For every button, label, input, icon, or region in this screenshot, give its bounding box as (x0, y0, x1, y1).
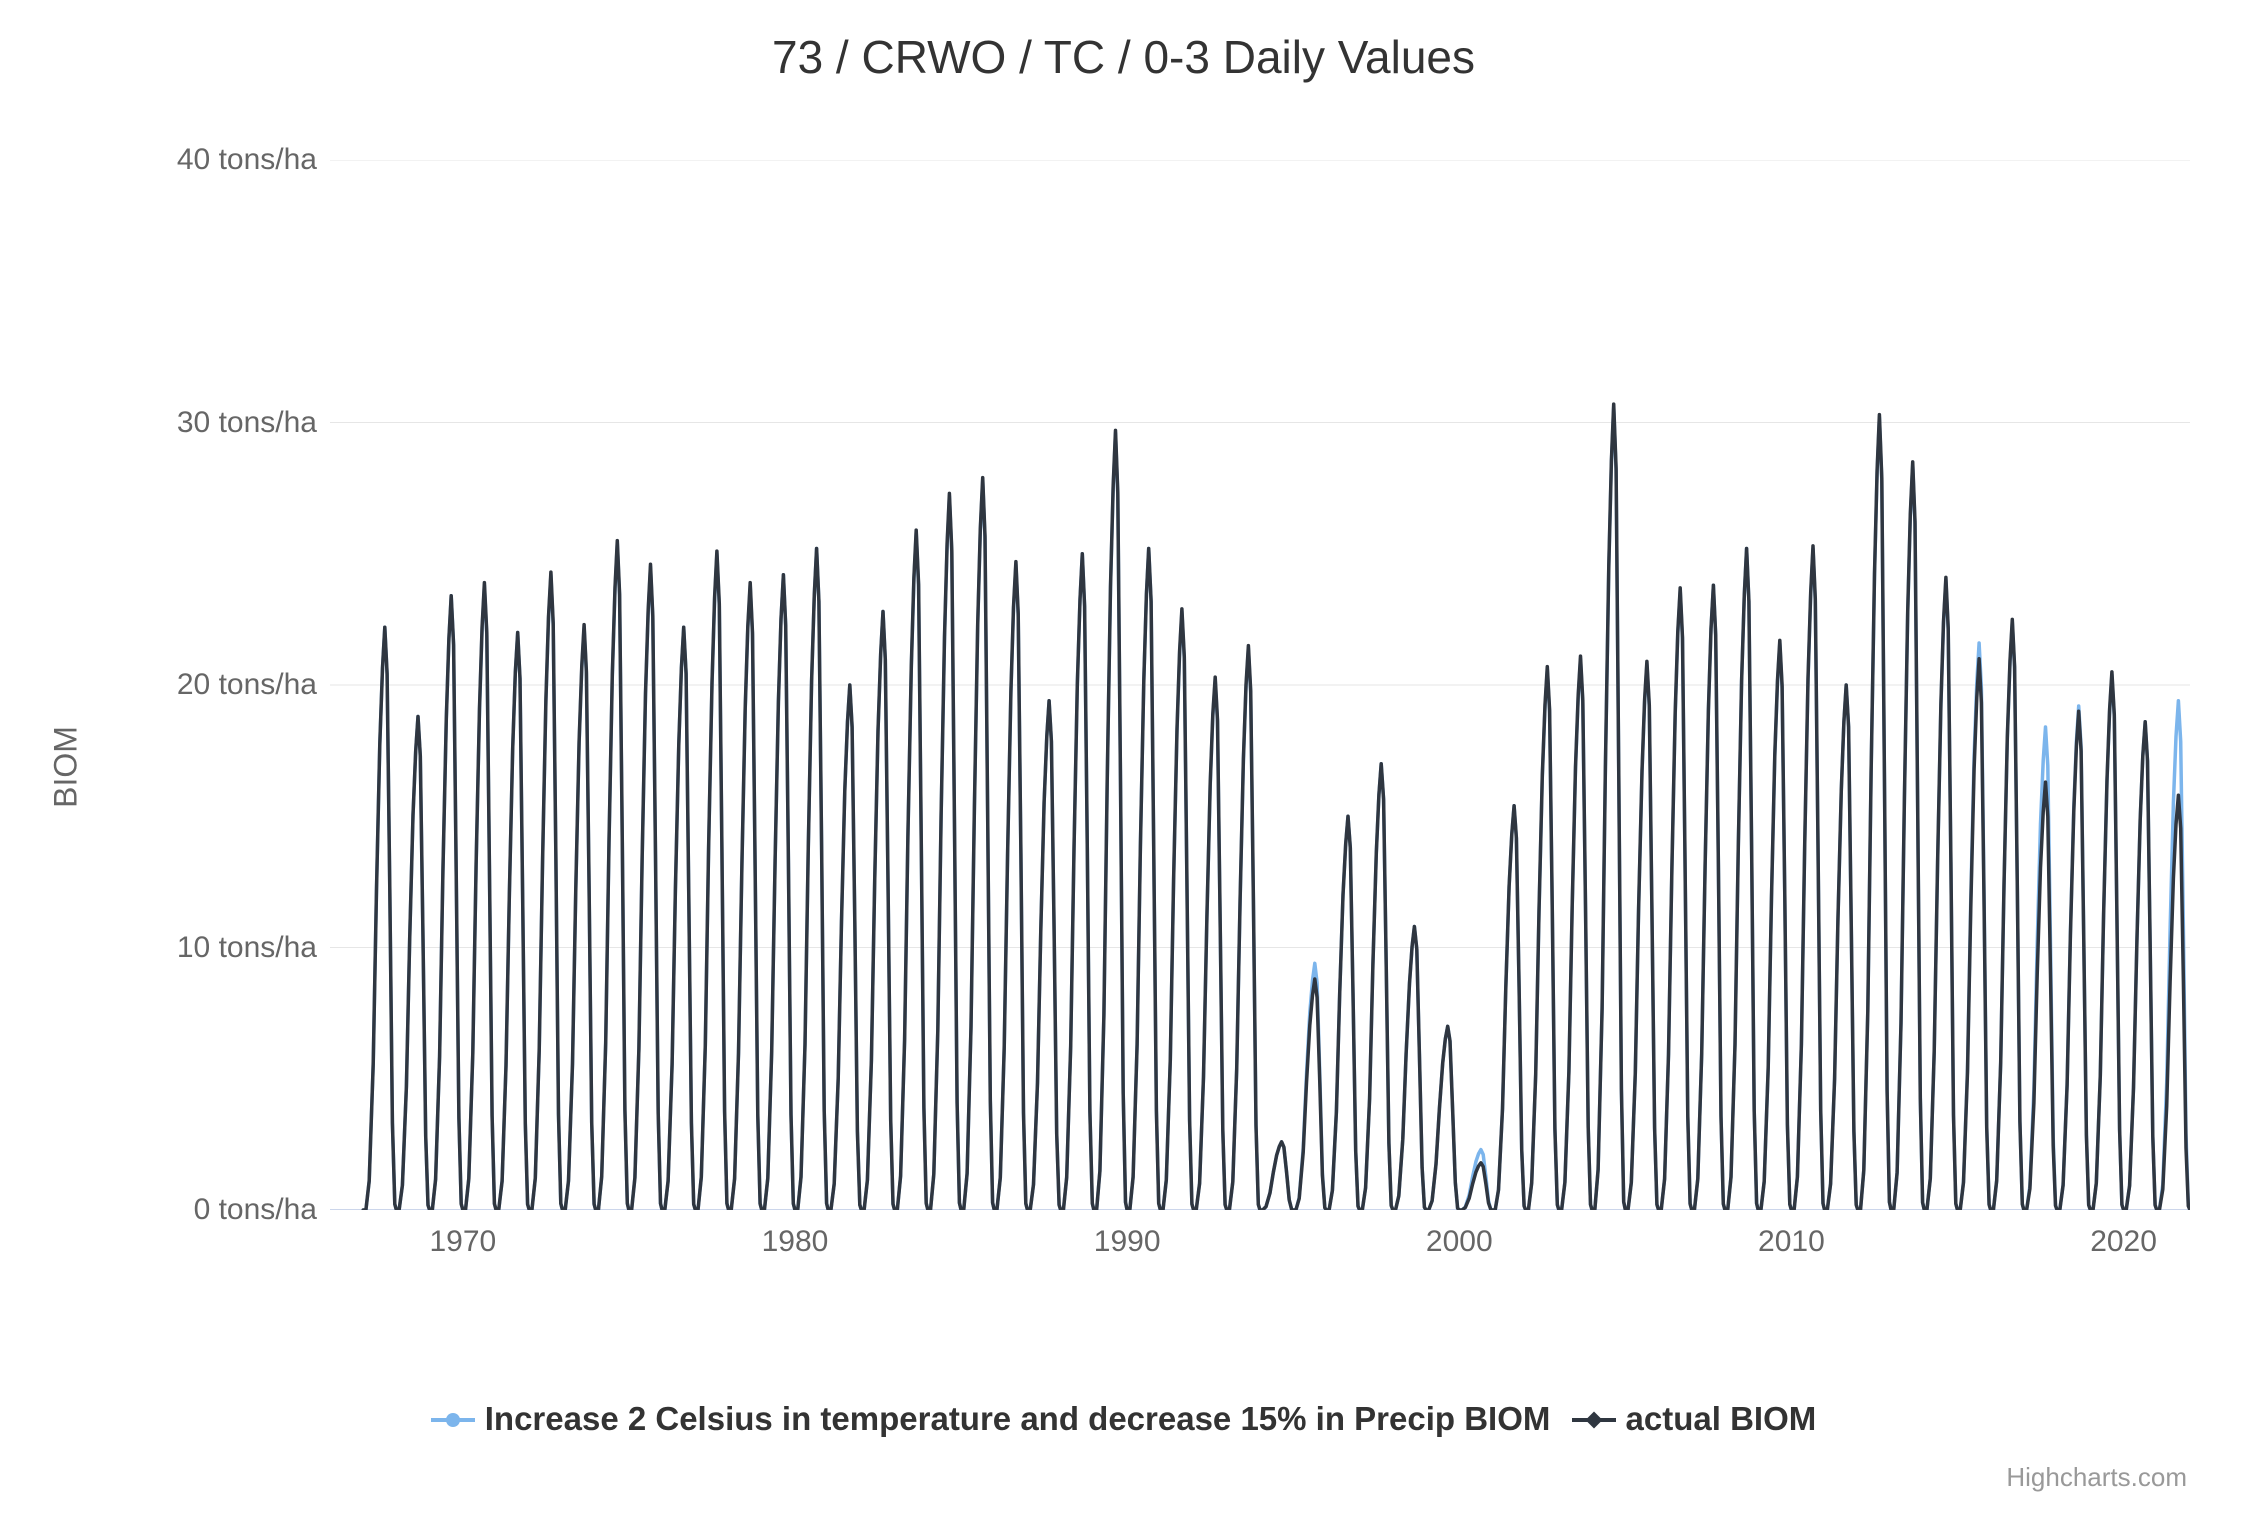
xtick-label: 1980 (762, 1225, 829, 1259)
legend-marker-circle (431, 1400, 475, 1438)
xtick-label: 2020 (2090, 1225, 2157, 1259)
xtick-label: 1990 (1094, 1225, 1161, 1259)
plot-area (330, 160, 2190, 1210)
xtick-label: 1970 (429, 1225, 496, 1259)
ytick-label: 10 tons/ha (17, 931, 317, 965)
ytick-label: 0 tons/ha (17, 1193, 317, 1227)
chart-title: 73 / CRWO / TC / 0-3 Daily Values (0, 30, 2247, 84)
chart-container: 73 / CRWO / TC / 0-3 Daily Values BIOM 0… (0, 0, 2247, 1533)
xtick-label: 2000 (1426, 1225, 1493, 1259)
xtick-label: 2010 (1758, 1225, 1825, 1259)
legend-item-scenario[interactable]: Increase 2 Celsius in temperature and de… (431, 1400, 1551, 1438)
legend-marker-diamond (1572, 1400, 1616, 1438)
yaxis-title: BIOM (47, 726, 84, 808)
legend-item-actual[interactable]: actual BIOM (1572, 1400, 1817, 1438)
plot-svg (330, 160, 2190, 1210)
legend-label-actual: actual BIOM (1626, 1400, 1817, 1438)
legend: Increase 2 Celsius in temperature and de… (0, 1400, 2247, 1438)
legend-label-scenario: Increase 2 Celsius in temperature and de… (485, 1400, 1551, 1438)
ytick-label: 20 tons/ha (17, 668, 317, 702)
ytick-label: 30 tons/ha (17, 406, 317, 440)
credits-link[interactable]: Highcharts.com (2006, 1462, 2187, 1493)
ytick-label: 40 tons/ha (17, 143, 317, 177)
